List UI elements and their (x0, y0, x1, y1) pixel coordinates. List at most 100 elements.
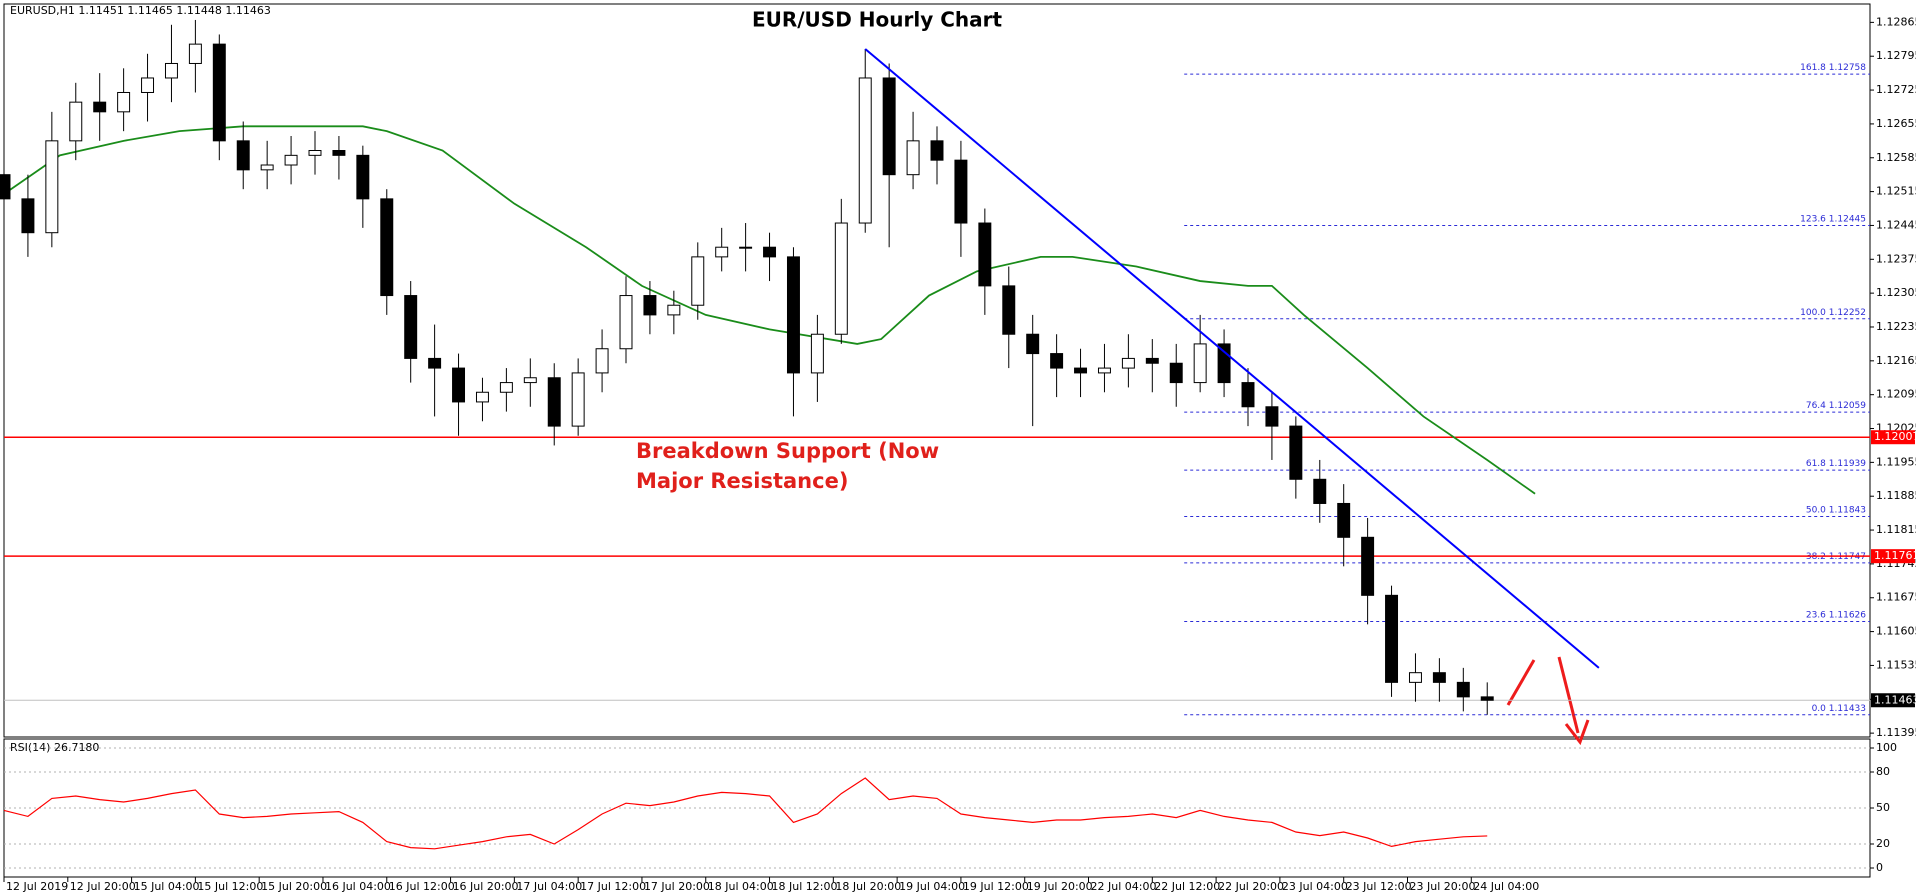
candle-body (212, 43, 226, 142)
candle-body (45, 140, 59, 234)
candle-body (499, 382, 513, 393)
annotation: Major Resistance) (636, 469, 848, 493)
y-tick-label: 1.11605 (1876, 625, 1916, 638)
x-tick-label: 19 Jul 12:00 (963, 880, 1029, 893)
candle-body (428, 357, 442, 369)
y-tick-label: 1.11885 (1876, 489, 1916, 502)
fib-price: 1.12059 (1829, 401, 1866, 411)
fib-ratio: 161.8 (1800, 63, 1826, 73)
x-tick-label: 17 Jul 20:00 (644, 880, 710, 893)
x-tick-label: 16 Jul 12:00 (389, 880, 455, 893)
candle-body (380, 198, 394, 297)
candle-body (117, 91, 131, 113)
candle-body (1289, 425, 1303, 480)
arrow-head (1564, 719, 1590, 746)
y-tick-label: 1.12375 (1876, 252, 1916, 265)
y-tick-label: 1.12235 (1876, 320, 1916, 333)
candle-body (452, 367, 466, 403)
fib-price: 1.12445 (1829, 214, 1866, 224)
fib-label: 23.6 1.11626 (1806, 610, 1866, 620)
candle-body (1145, 357, 1159, 364)
y-tick-label: 1.12585 (1876, 151, 1916, 164)
candle-body (308, 150, 322, 156)
candle-body (1169, 362, 1183, 384)
candle-body (1456, 681, 1470, 698)
candle-body (260, 164, 274, 171)
y-tick-label: 1.12095 (1876, 388, 1916, 401)
fib-label: 0.0 1.11433 (1812, 703, 1866, 713)
fib-ratio: 76.4 (1806, 401, 1826, 411)
candle-body (715, 246, 729, 258)
candle-body (404, 295, 418, 359)
current-price-label: 1.11463 (1874, 693, 1916, 706)
x-tick-label: 23 Jul 12:00 (1346, 880, 1412, 893)
candle-body (236, 140, 250, 171)
x-tick-label: 17 Jul 12:00 (580, 880, 646, 893)
fib-price: 1.11843 (1829, 505, 1866, 515)
y-tick-label: 1.11815 (1876, 523, 1916, 536)
candle-body (763, 246, 777, 258)
candle-body (356, 154, 370, 200)
fib-price: 1.11626 (1829, 610, 1866, 620)
candle-body (1408, 672, 1422, 683)
candle-body (21, 198, 35, 234)
x-tick-label: 23 Jul 04:00 (1282, 880, 1348, 893)
x-tick-label: 18 Jul 20:00 (835, 880, 901, 893)
rsi-line (3, 777, 1488, 850)
rsi-tick-label: 100 (1876, 741, 1897, 754)
candle-body (188, 43, 202, 64)
candle-body (1432, 672, 1446, 683)
fib-ratio: 23.6 (1806, 610, 1826, 620)
candle-body (1074, 367, 1088, 374)
candle-body (930, 140, 944, 161)
fib-ratio: 50.0 (1806, 505, 1826, 515)
candle-body (643, 295, 657, 316)
candle-body (667, 304, 681, 316)
trendline (864, 48, 1600, 669)
fib-label: 123.6 1.12445 (1800, 214, 1866, 224)
rsi-tick-label: 20 (1876, 837, 1890, 850)
x-tick-label: 19 Jul 20:00 (1027, 880, 1093, 893)
candle-body (739, 246, 753, 249)
fib-price: 1.12758 (1829, 63, 1866, 73)
x-tick-label: 12 Jul 2019 (6, 880, 68, 893)
fib-ratio: 123.6 (1800, 214, 1826, 224)
fib-ratio: 61.8 (1806, 459, 1826, 469)
x-tick-label: 24 Jul 04:00 (1473, 880, 1539, 893)
x-tick-label: 23 Jul 20:00 (1409, 880, 1475, 893)
x-tick-label: 19 Jul 04:00 (899, 880, 965, 893)
candle-body (69, 101, 83, 142)
candle-body (93, 101, 107, 113)
rsi-tick-label: 50 (1876, 801, 1890, 814)
candle-body (1217, 343, 1231, 384)
y-tick-label: 1.12865 (1876, 15, 1916, 28)
x-tick-label: 16 Jul 20:00 (453, 880, 519, 893)
price-panel (3, 3, 1871, 738)
candle-body (858, 77, 872, 224)
moving-average (3, 125, 1536, 495)
fib-label: 50.0 1.11843 (1806, 505, 1866, 515)
candle-body (978, 222, 992, 287)
candle-body (954, 159, 968, 224)
fib-price: 1.11939 (1829, 459, 1866, 469)
level-box (1871, 430, 1915, 445)
x-tick-label: 18 Jul 04:00 (708, 880, 774, 893)
candle-body (1265, 406, 1279, 427)
x-tick-label: 12 Jul 20:00 (70, 880, 136, 893)
y-tick-label: 1.12795 (1876, 49, 1916, 62)
up-stroke (1506, 659, 1536, 706)
candle-body (619, 295, 633, 350)
x-tick-label: 22 Jul 04:00 (1091, 880, 1157, 893)
chart-title: EUR/USD Hourly Chart (752, 8, 1003, 32)
candle-body (691, 256, 705, 306)
fib-ratio: 100.0 (1800, 307, 1826, 317)
candle-body (1337, 502, 1351, 538)
fib-label: 76.4 1.12059 (1806, 401, 1866, 411)
annotation: Breakdown Support (Now (636, 439, 939, 463)
level-label: 1.11761 (1874, 549, 1916, 562)
candle-body (1097, 367, 1111, 374)
fib-label: 161.8 1.12758 (1800, 63, 1866, 73)
rsi-tick-label: 80 (1876, 765, 1890, 778)
level-box (1871, 549, 1915, 564)
